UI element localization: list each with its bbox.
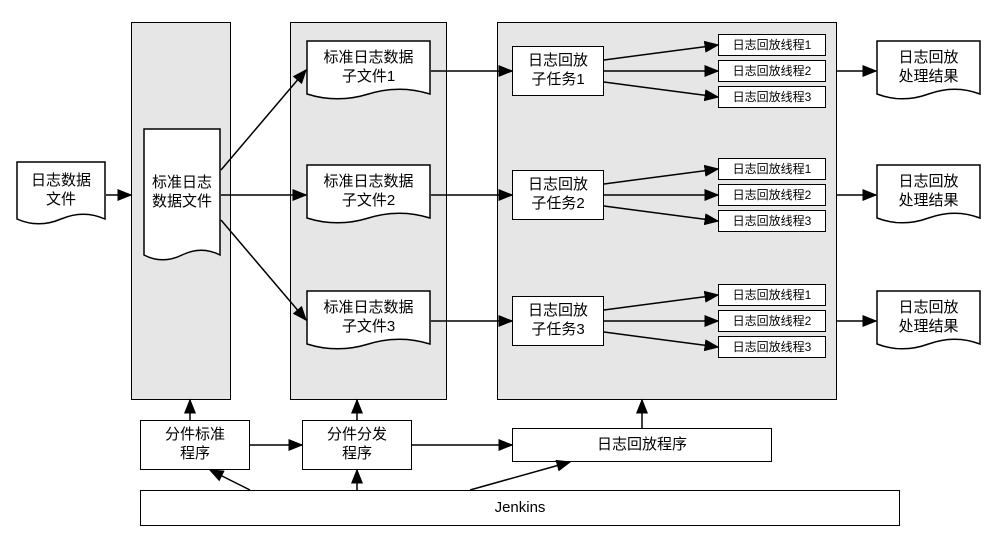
node-label: 日志回放线程3	[733, 340, 812, 355]
node-th31: 日志回放线程1	[718, 284, 826, 306]
edge-jenkins-prog1	[210, 470, 250, 490]
node-out1: 日志回放处理结果	[876, 40, 981, 102]
node-label: 分件分发程序	[327, 426, 387, 464]
node-label: 日志回放程序	[597, 436, 687, 455]
edge-jenkins-prog3	[470, 462, 570, 490]
node-label: 日志回放处理结果	[894, 49, 962, 93]
node-label: 分件标准程序	[165, 426, 225, 464]
node-th12: 日志回放线程2	[718, 60, 826, 82]
node-label: 日志回放处理结果	[894, 299, 962, 343]
node-label: 日志回放线程1	[733, 38, 812, 53]
node-label: 日志回放线程2	[733, 64, 812, 79]
node-sub1: 标准日志数据子文件1	[306, 40, 431, 102]
node-label: 日志回放线程2	[733, 314, 812, 329]
node-task3: 日志回放子任务3	[512, 296, 604, 346]
node-th22: 日志回放线程2	[718, 184, 826, 206]
node-label: 标准日志数据子文件3	[319, 299, 417, 343]
node-label: 标准日志数据文件	[148, 174, 216, 218]
node-label: 日志回放线程1	[733, 288, 812, 303]
node-th23: 日志回放线程3	[718, 210, 826, 232]
node-stdfile: 标准日志数据文件	[143, 128, 221, 263]
node-sub2: 标准日志数据子文件2	[306, 164, 431, 226]
node-task1: 日志回放子任务1	[512, 46, 604, 96]
node-label: 标准日志数据子文件2	[319, 173, 417, 217]
node-prog2: 分件分发程序	[302, 420, 412, 470]
node-label: 日志回放子任务2	[528, 176, 588, 214]
node-out2: 日志回放处理结果	[876, 164, 981, 226]
node-sub3: 标准日志数据子文件3	[306, 290, 431, 352]
node-label: 日志回放子任务3	[528, 302, 588, 340]
node-label: 日志回放线程3	[733, 214, 812, 229]
node-label: 标准日志数据子文件1	[319, 49, 417, 93]
node-input: 日志数据文件	[16, 161, 106, 227]
node-task2: 日志回放子任务2	[512, 170, 604, 220]
node-jenkins: Jenkins	[140, 490, 900, 526]
node-th13: 日志回放线程3	[718, 86, 826, 108]
node-label: Jenkins	[495, 499, 546, 518]
node-th32: 日志回放线程2	[718, 310, 826, 332]
node-prog3: 日志回放程序	[512, 428, 772, 462]
node-label: 日志回放子任务1	[528, 52, 588, 90]
node-label: 日志回放线程1	[733, 162, 812, 177]
node-th33: 日志回放线程3	[718, 336, 826, 358]
node-prog1: 分件标准程序	[140, 420, 250, 470]
node-label: 日志回放线程3	[733, 90, 812, 105]
node-th11: 日志回放线程1	[718, 34, 826, 56]
node-out3: 日志回放处理结果	[876, 290, 981, 352]
node-label: 日志回放线程2	[733, 188, 812, 203]
node-th21: 日志回放线程1	[718, 158, 826, 180]
node-label: 日志回放处理结果	[894, 173, 962, 217]
node-label: 日志数据文件	[27, 172, 95, 216]
